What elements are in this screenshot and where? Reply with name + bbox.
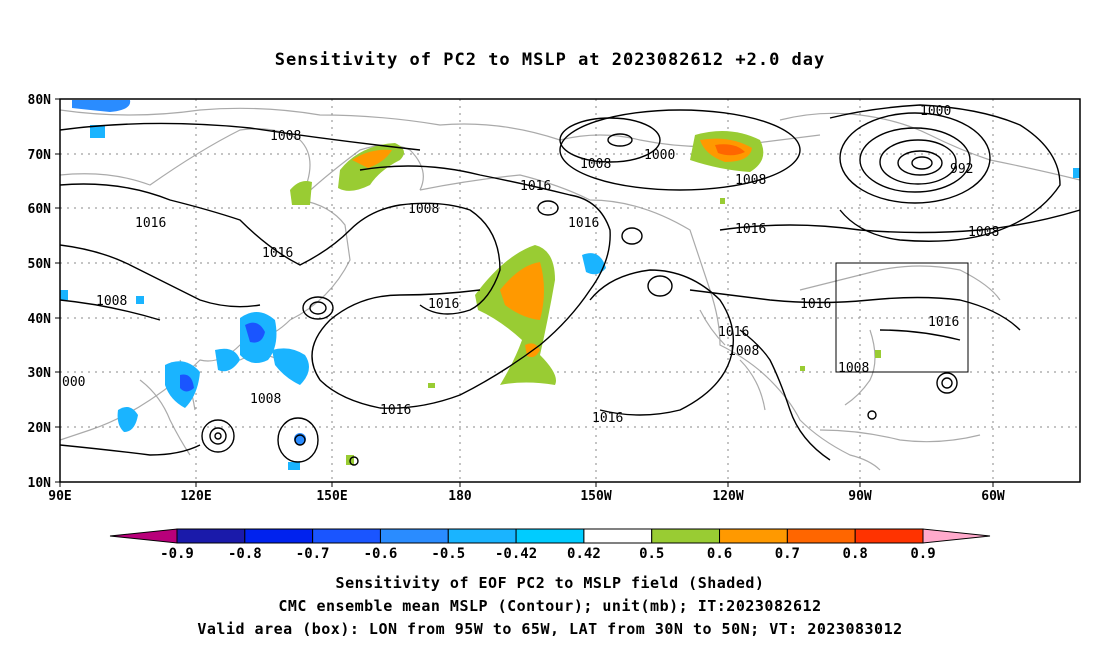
colorbar-label: -0.9 — [160, 546, 194, 562]
contour-label: 1016 — [135, 216, 166, 231]
colorbar-cell — [651, 528, 721, 544]
colorbar-label: 0.9 — [910, 546, 935, 562]
colorbar-label: -0.8 — [228, 546, 262, 562]
contour-label: 1016 — [520, 179, 551, 194]
contour-label: 1016 — [428, 297, 459, 312]
colorbar-cell — [379, 528, 449, 544]
contour-label: 1008 — [250, 392, 281, 407]
lat-label: 40N — [28, 312, 52, 327]
colorbar-right-end — [922, 528, 991, 544]
lat-label: 80N — [28, 93, 52, 108]
lon-label: 150E — [316, 489, 347, 504]
contour-label: 1000 — [920, 104, 951, 119]
contour-label: 1008 — [728, 344, 759, 359]
lon-label: 90E — [48, 489, 71, 504]
colorbar-label: 0.6 — [707, 546, 732, 562]
colorbar: -0.9 -0.8 -0.7 -0.6 -0.5 -0.42 0.42 0.5 0.6 0.7 0.… — [109, 528, 991, 562]
contour-label: 1016 — [800, 297, 831, 312]
coastlines — [60, 107, 1080, 471]
contour-label: 1008 — [580, 157, 611, 172]
caption-line-2: CMC ensemble mean MSLP (Contour); unit(m… — [278, 597, 822, 615]
caption-line-1: Sensitivity of EOF PC2 to MSLP field (Sh… — [335, 574, 765, 592]
colorbar-cell — [176, 528, 246, 544]
lon-label: 120E — [180, 489, 211, 504]
contour-label: 1008 — [735, 173, 766, 188]
contour-labels: 1008 1000 1008 1000 992 1016 1008 1016 1… — [62, 104, 999, 426]
positive-sensitivity-shading — [290, 131, 881, 465]
negative-sensitivity-shading — [60, 100, 1080, 470]
colorbar-cell — [583, 528, 653, 544]
contour-label: 1008 — [96, 294, 127, 309]
graticule — [60, 99, 1080, 482]
lon-label: 60W — [981, 489, 1005, 504]
contour-label: 1016 — [718, 325, 749, 340]
lon-label: 150W — [580, 489, 611, 504]
colorbar-label: 0.42 — [567, 546, 601, 562]
axis-ticks — [55, 98, 994, 487]
contour-label: 1008 — [968, 225, 999, 240]
mslp-contours — [60, 104, 1080, 466]
colorbar-label: 0.5 — [639, 546, 664, 562]
contour-label: 1008 — [408, 202, 439, 217]
lon-label: 180 — [448, 489, 472, 504]
lat-label: 10N — [28, 476, 52, 491]
lat-label: 30N — [28, 366, 52, 381]
lon-label: 120W — [712, 489, 743, 504]
colorbar-label: -0.7 — [296, 546, 330, 562]
colorbar-cell — [786, 528, 856, 544]
colorbar-cell — [312, 528, 381, 544]
colorbar-cell — [515, 528, 585, 544]
contour-label: 1008 — [838, 361, 869, 376]
colorbar-label: -0.6 — [364, 546, 398, 562]
contour-label: 1008 — [270, 129, 301, 144]
lon-label: 90W — [848, 489, 872, 504]
contour-label: 000 — [62, 375, 85, 390]
colorbar-cell — [854, 528, 924, 544]
colorbar-cell — [719, 528, 788, 544]
contour-label: 992 — [950, 162, 973, 177]
colorbar-cell — [447, 528, 517, 544]
colorbar-cell — [244, 528, 314, 544]
colorbar-label: 0.8 — [843, 546, 868, 562]
lat-label: 70N — [28, 148, 52, 163]
map-frame — [59, 98, 1081, 483]
contour-label: 1000 — [644, 148, 675, 163]
contour-label: 1016 — [262, 246, 293, 261]
valid-area-box — [835, 262, 969, 373]
contour-label: 1016 — [592, 411, 623, 426]
lat-label: 60N — [28, 202, 52, 217]
lon-tick-labels: 90E 120E 150E 180 150W 120W 90W 60W — [48, 489, 1005, 504]
contour-label: 1016 — [928, 315, 959, 330]
contour-label: 1016 — [380, 403, 411, 418]
chart-title: Sensitivity of PC2 to MSLP at 2023082612… — [274, 50, 826, 70]
caption-line-3: Valid area (box): LON from 95W to 65W, L… — [197, 620, 903, 638]
lat-tick-labels: 80N 70N 60N 50N 40N 30N 20N 10N — [28, 93, 52, 491]
contour-label: 1016 — [568, 216, 599, 231]
colorbar-label: -0.42 — [495, 546, 537, 562]
colorbar-left-end — [109, 528, 178, 544]
contour-label: 1016 — [735, 222, 766, 237]
colorbar-label: 0.7 — [775, 546, 800, 562]
lat-label: 20N — [28, 421, 52, 436]
lat-label: 50N — [28, 257, 52, 272]
colorbar-label: -0.5 — [431, 546, 465, 562]
